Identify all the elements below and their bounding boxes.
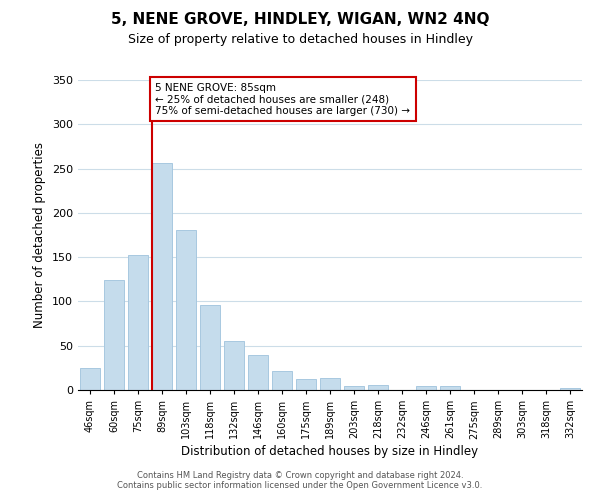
Bar: [104, 280, 124, 390]
X-axis label: Distribution of detached houses by size in Hindley: Distribution of detached houses by size …: [181, 446, 479, 458]
Bar: [128, 256, 148, 390]
Bar: [200, 305, 220, 390]
Text: 5 NENE GROVE: 85sqm
← 25% of detached houses are smaller (248)
75% of semi-detac: 5 NENE GROVE: 85sqm ← 25% of detached ho…: [155, 82, 410, 116]
Bar: [368, 384, 388, 390]
Bar: [224, 342, 244, 390]
Bar: [152, 164, 172, 390]
Bar: [80, 368, 100, 390]
Bar: [176, 230, 196, 390]
Bar: [560, 388, 580, 390]
Bar: [296, 380, 316, 390]
Text: Contains HM Land Registry data © Crown copyright and database right 2024.
Contai: Contains HM Land Registry data © Crown c…: [118, 470, 482, 490]
Bar: [440, 386, 460, 390]
Bar: [320, 378, 340, 390]
Text: 5, NENE GROVE, HINDLEY, WIGAN, WN2 4NQ: 5, NENE GROVE, HINDLEY, WIGAN, WN2 4NQ: [111, 12, 489, 28]
Bar: [416, 386, 436, 390]
Text: Size of property relative to detached houses in Hindley: Size of property relative to detached ho…: [128, 32, 473, 46]
Bar: [344, 386, 364, 390]
Bar: [248, 354, 268, 390]
Y-axis label: Number of detached properties: Number of detached properties: [34, 142, 46, 328]
Bar: [272, 370, 292, 390]
